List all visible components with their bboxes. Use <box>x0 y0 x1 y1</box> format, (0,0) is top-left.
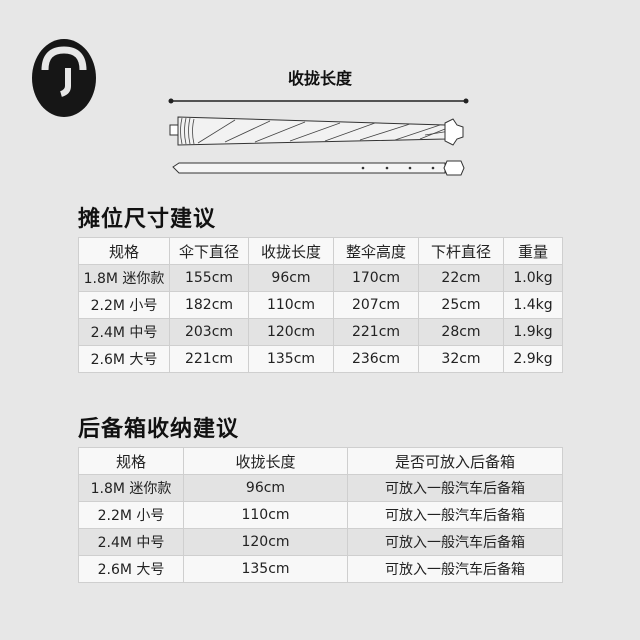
table-cell: 可放入一般汽车后备箱 <box>347 528 563 556</box>
table-cell: 236cm <box>333 345 419 373</box>
table-row: 1.8M 迷你款 96cm 可放入一般汽车后备箱 <box>78 474 563 502</box>
table-cell: 2.4M 中号 <box>78 318 170 346</box>
trunk-storage-table: 规格 收拢长度 是否可放入后备箱 1.8M 迷你款 96cm 可放入一般汽车后备箱 … <box>78 447 563 583</box>
table-cell: 135cm <box>248 345 334 373</box>
table-cell: 221cm <box>333 318 419 346</box>
table-cell: 1.4kg <box>503 291 563 319</box>
table-cell: 2.9kg <box>503 345 563 373</box>
table-cell: 可放入一般汽车后备箱 <box>347 501 563 529</box>
table-cell: 2.4M 中号 <box>78 528 184 556</box>
column-header: 重量 <box>503 237 563 265</box>
table-cell: 1.0kg <box>503 264 563 292</box>
stall-size-heading: 摊位尺寸建议 <box>78 207 217 232</box>
folded-umbrella-illustration <box>168 98 469 176</box>
table-cell: 221cm <box>169 345 249 373</box>
table-cell: 可放入一般汽车后备箱 <box>347 555 563 583</box>
table-cell: 203cm <box>169 318 249 346</box>
table-header-row: 规格 收拢长度 是否可放入后备箱 <box>78 447 563 475</box>
table-cell: 28cm <box>418 318 504 346</box>
table-cell: 96cm <box>248 264 334 292</box>
column-header: 下杆直径 <box>418 237 504 265</box>
table-row: 2.2M 小号 110cm 可放入一般汽车后备箱 <box>78 501 563 529</box>
figure-title: 收拢长度 <box>287 69 352 88</box>
table-cell: 182cm <box>169 291 249 319</box>
table-cell: 25cm <box>418 291 504 319</box>
table-cell: 可放入一般汽车后备箱 <box>347 474 563 502</box>
table-header-row: 规格 伞下直径 收拢长度 整伞高度 下杆直径 重量 <box>78 237 563 265</box>
column-header: 整伞高度 <box>333 237 419 265</box>
table-cell: 135cm <box>183 555 348 583</box>
table-cell: 207cm <box>333 291 419 319</box>
table-cell: 1.9kg <box>503 318 563 346</box>
stall-size-table: 规格 伞下直径 收拢长度 整伞高度 下杆直径 重量 1.8M 迷你款 155cm 9… <box>78 237 563 373</box>
table-cell: 2.6M 大号 <box>78 345 170 373</box>
table-cell: 120cm <box>248 318 334 346</box>
column-header: 规格 <box>78 447 184 475</box>
column-header: 伞下直径 <box>169 237 249 265</box>
table-row: 2.4M 中号 120cm 可放入一般汽车后备箱 <box>78 528 563 556</box>
table-row: 2.6M 大号 135cm 可放入一般汽车后备箱 <box>78 555 563 583</box>
table-cell: 155cm <box>169 264 249 292</box>
table-cell: 1.8M 迷你款 <box>78 264 170 292</box>
trunk-storage-heading: 后备箱收纳建议 <box>78 417 240 442</box>
table-cell: 2.2M 小号 <box>78 291 170 319</box>
column-header: 是否可放入后备箱 <box>347 447 563 475</box>
column-header: 规格 <box>78 237 170 265</box>
table-cell: 110cm <box>248 291 334 319</box>
table-cell: 2.2M 小号 <box>78 501 184 529</box>
table-cell: 1.8M 迷你款 <box>78 474 184 502</box>
table-cell: 110cm <box>183 501 348 529</box>
table-row: 2.2M 小号 182cm 110cm 207cm 25cm 1.4kg <box>78 291 563 319</box>
table-row: 2.6M 大号 221cm 135cm 236cm 32cm 2.9kg <box>78 345 563 373</box>
column-header: 收拢长度 <box>248 237 334 265</box>
table-cell: 32cm <box>418 345 504 373</box>
column-header: 收拢长度 <box>183 447 348 475</box>
table-cell: 120cm <box>183 528 348 556</box>
table-cell: 96cm <box>183 474 348 502</box>
table-cell: 170cm <box>333 264 419 292</box>
brand-logo <box>32 39 96 117</box>
table-row: 2.4M 中号 203cm 120cm 221cm 28cm 1.9kg <box>78 318 563 346</box>
table-row: 1.8M 迷你款 155cm 96cm 170cm 22cm 1.0kg <box>78 264 563 292</box>
table-cell: 2.6M 大号 <box>78 555 184 583</box>
table-cell: 22cm <box>418 264 504 292</box>
